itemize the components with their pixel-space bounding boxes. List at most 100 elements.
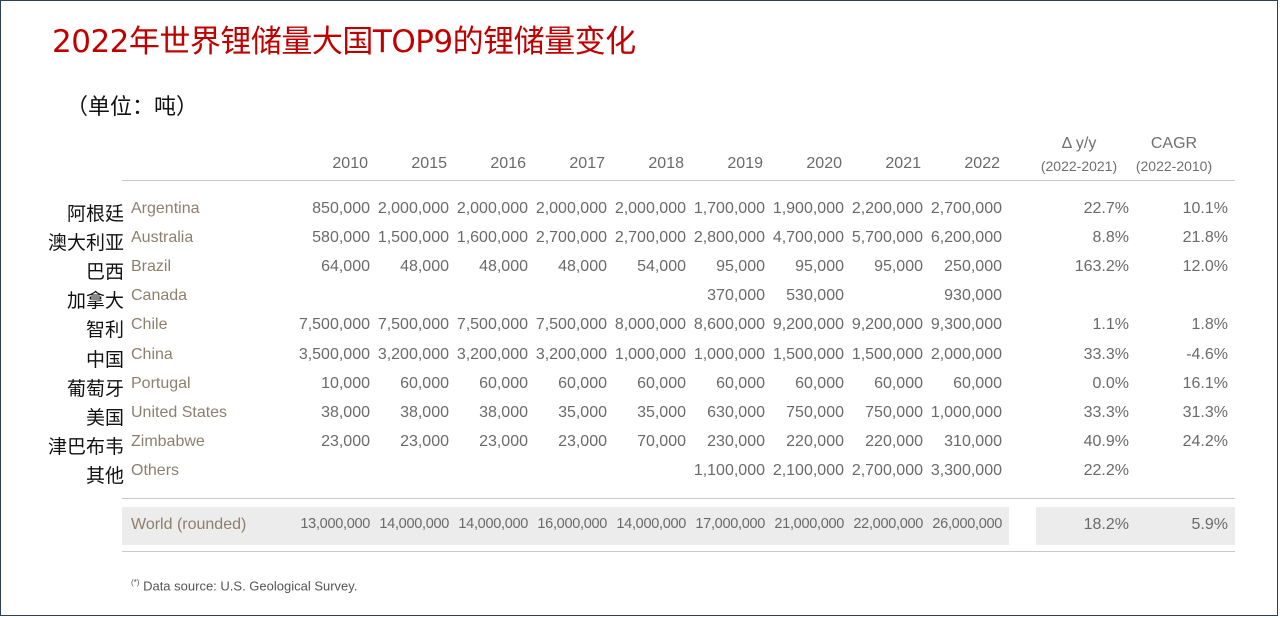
table-cell: 48,000	[400, 258, 449, 276]
table-cell: 7,500,000	[377, 316, 449, 334]
yoy-cell: 22.7%	[1083, 200, 1129, 217]
table-cell: 54,000	[637, 258, 686, 276]
yoy-cell: 22.2%	[1083, 461, 1129, 479]
table-cell: 60,000	[558, 374, 607, 392]
total-label: World (rounded)	[131, 516, 247, 533]
total-band-right	[1036, 507, 1235, 545]
cagr-subheader: (2022-2010)	[1135, 158, 1213, 174]
yoy-cell: 33.3%	[1083, 403, 1129, 421]
row-label-en: Portugal	[131, 374, 191, 392]
year-header: 2020	[806, 155, 842, 172]
table-cell: 9,200,000	[851, 316, 923, 334]
table-cell: 3,300,000	[930, 461, 1002, 479]
table-cell: 1,700,000	[693, 200, 765, 217]
table-cell: 9,300,000	[930, 316, 1002, 334]
table-cell: 220,000	[786, 432, 844, 450]
table-cell: 850,000	[312, 200, 370, 217]
table-cell: 64,000	[321, 258, 370, 276]
row-label-cn: 津巴布韦	[47, 435, 124, 458]
table-cell: 250,000	[944, 258, 1002, 276]
yoy-subheader: (2022-2021)	[1040, 158, 1118, 174]
table-cell: 23,000	[400, 432, 449, 450]
table-cell: 8,600,000	[693, 316, 765, 334]
table-cell: 35,000	[637, 403, 686, 421]
table-cell: 48,000	[558, 258, 607, 276]
table-cell: 930,000	[944, 287, 1002, 305]
table-cell: 8,000,000	[614, 316, 686, 334]
row-label-en: Canada	[131, 287, 188, 305]
table-cell: 60,000	[953, 374, 1002, 392]
year-header: 2022	[964, 155, 1000, 172]
table-cell: 7,500,000	[535, 316, 607, 334]
row-label-en: China	[131, 345, 173, 363]
table-cell: 2,700,000	[930, 200, 1002, 217]
table-cell: 4,700,000	[772, 229, 844, 247]
table-cell: 2,200,000	[851, 200, 923, 217]
table-cell: 3,200,000	[377, 345, 449, 363]
total-cell: 26,000,000	[932, 516, 1002, 532]
table-cell: 23,000	[321, 432, 370, 450]
table-cell: 60,000	[400, 374, 449, 392]
cagr-cell: -4.6%	[1186, 345, 1228, 363]
table-cell: 310,000	[944, 432, 1002, 450]
total-cell: 13,000,000	[300, 516, 370, 532]
row-label-en: Zimbabwe	[131, 432, 205, 450]
row-label-cn: 葡萄牙	[66, 377, 124, 400]
total-cell: 16,000,000	[537, 516, 607, 532]
total-yoy: 18.2%	[1083, 516, 1129, 533]
table-cell: 1,000,000	[693, 345, 765, 363]
table-cell: 7,500,000	[298, 316, 370, 334]
table-cell: 1,000,000	[614, 345, 686, 363]
table-cell: 38,000	[479, 403, 528, 421]
table-cell: 2,000,000	[456, 200, 528, 217]
row-label-cn: 智利	[85, 319, 124, 342]
table-cell: 60,000	[637, 374, 686, 392]
year-header: 2019	[727, 155, 763, 172]
table-cell: 2,100,000	[772, 461, 844, 479]
table-cell: 1,500,000	[377, 229, 449, 247]
row-label-cn: 其他	[85, 464, 124, 487]
table-cell: 230,000	[707, 432, 765, 450]
table-cell: 220,000	[865, 432, 923, 450]
cagr-header: CAGR	[1150, 135, 1198, 152]
table-cell: 2,700,000	[535, 229, 607, 247]
year-header: 2017	[569, 155, 605, 172]
row-label-cn: 阿根廷	[66, 203, 124, 225]
cagr-cell: 21.8%	[1182, 229, 1228, 247]
year-header: 2010	[332, 155, 368, 172]
table-cell: 1,500,000	[772, 345, 844, 363]
table-cell: 530,000	[786, 287, 844, 305]
table-cell: 3,200,000	[535, 345, 607, 363]
footnote-text: Data source: U.S. Geological Survey.	[143, 578, 358, 594]
total-cell: 14,000,000	[616, 516, 686, 532]
total-cell: 14,000,000	[379, 516, 449, 532]
table-cell: 2,000,000	[535, 200, 607, 217]
yoy-cell: 40.9%	[1083, 432, 1129, 450]
year-header: 2021	[885, 155, 921, 172]
row-label-en: Chile	[131, 316, 168, 334]
table-cell: 38,000	[400, 403, 449, 421]
yoy-cell: 1.1%	[1092, 316, 1129, 334]
table-cell: 1,100,000	[693, 461, 765, 479]
row-label-en: Others	[131, 461, 180, 479]
row-label-en: Argentina	[131, 200, 200, 217]
total-cell: 22,000,000	[853, 516, 923, 532]
table-cell: 6,200,000	[930, 229, 1002, 247]
table-cell: 38,000	[321, 403, 370, 421]
footnote-marker: (*)	[131, 578, 140, 587]
table-cell: 10,000	[321, 374, 370, 392]
yoy-cell: 0.0%	[1092, 374, 1129, 392]
table-cell: 60,000	[479, 374, 528, 392]
total-cell: 21,000,000	[774, 516, 844, 532]
table-cell: 1,900,000	[772, 200, 844, 217]
total-cell: 17,000,000	[695, 516, 765, 532]
cagr-cell: 31.3%	[1182, 403, 1228, 421]
year-header: 2018	[648, 155, 684, 172]
table-cell: 7,500,000	[456, 316, 528, 334]
row-label-cn: 中国	[85, 348, 124, 371]
table-cell: 3,200,000	[456, 345, 528, 363]
unit-label: （单位：吨）	[66, 95, 199, 120]
table-cell: 95,000	[795, 258, 844, 276]
table-cell: 48,000	[479, 258, 528, 276]
table-cell: 95,000	[716, 258, 765, 276]
